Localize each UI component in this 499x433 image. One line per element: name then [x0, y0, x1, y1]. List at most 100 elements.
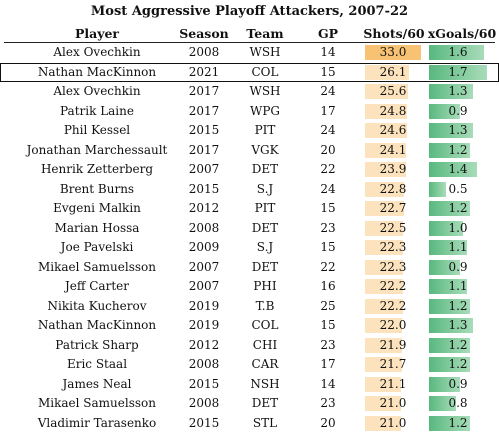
season-cell: 2019	[174, 297, 234, 317]
player-cell: James Neal	[4, 375, 190, 395]
shots60-value: 21.9	[365, 336, 421, 356]
season-cell: 2017	[174, 102, 234, 122]
gp-cell: 23	[300, 219, 356, 239]
chart-title: Most Aggressive Playoff Attackers, 2007-…	[0, 4, 499, 19]
xgoals60-value: 0.9	[429, 102, 487, 122]
gp-cell: 15	[300, 63, 356, 83]
player-cell: Joe Pavelski	[4, 238, 190, 258]
header-player: Player	[4, 26, 190, 41]
team-cell: DET	[234, 219, 296, 239]
shots60-value: 22.3	[365, 258, 421, 278]
team-cell: CAR	[234, 355, 296, 375]
gp-cell: 17	[300, 355, 356, 375]
shots60-value: 33.0	[365, 43, 421, 63]
player-cell: Patrik Laine	[4, 102, 190, 122]
gp-cell: 20	[300, 414, 356, 433]
season-cell: 2015	[174, 121, 234, 141]
gp-cell: 20	[300, 141, 356, 161]
shots60-value: 21.7	[365, 355, 421, 375]
gp-cell: 22	[300, 160, 356, 180]
xgoals60-value: 1.3	[429, 82, 487, 102]
player-cell: Marian Hossa	[4, 219, 190, 239]
player-cell: Phil Kessel	[4, 121, 190, 141]
shots60-value: 23.9	[365, 160, 421, 180]
player-cell: Alex Ovechkin	[4, 82, 190, 102]
season-cell: 2008	[174, 43, 234, 63]
team-cell: DET	[234, 160, 296, 180]
player-cell: Brent Burns	[4, 180, 190, 200]
player-cell: Mikael Samuelsson	[4, 258, 190, 278]
shots60-value: 25.6	[365, 82, 421, 102]
xgoals60-value: 1.3	[429, 121, 487, 141]
xgoals60-value: 1.2	[429, 141, 487, 161]
team-cell: STL	[234, 414, 296, 433]
player-cell: Nathan MacKinnon	[4, 63, 190, 83]
xgoals60-value: 1.2	[429, 414, 487, 433]
team-cell: T.B	[234, 297, 296, 317]
chart-table: Most Aggressive Playoff Attackers, 2007-…	[0, 0, 499, 404]
team-cell: S.J	[234, 180, 296, 200]
team-cell: NSH	[234, 375, 296, 395]
team-cell: WPG	[234, 102, 296, 122]
xgoals60-value: 1.3	[429, 316, 487, 336]
xgoals60-value: 1.1	[429, 277, 487, 297]
gp-cell: 17	[300, 102, 356, 122]
shots60-value: 21.0	[365, 414, 421, 433]
season-cell: 2008	[174, 219, 234, 239]
xgoals60-value: 1.2	[429, 336, 487, 356]
player-cell: Nathan MacKinnon	[4, 316, 190, 336]
header-season: Season	[174, 26, 234, 41]
shots60-value: 22.5	[365, 219, 421, 239]
shots60-value: 22.2	[365, 297, 421, 317]
gp-cell: 15	[300, 316, 356, 336]
header-shots60: Shots/60	[362, 26, 426, 41]
gp-cell: 14	[300, 375, 356, 395]
shots60-value: 22.7	[365, 199, 421, 219]
gp-cell: 15	[300, 199, 356, 219]
gp-cell: 16	[300, 277, 356, 297]
header-gp: GP	[300, 26, 356, 41]
team-cell: PHI	[234, 277, 296, 297]
xgoals60-value: 0.9	[429, 258, 487, 278]
xgoals60-value: 1.7	[429, 63, 487, 83]
shots60-value: 22.2	[365, 277, 421, 297]
header-xgoals60: xGoals/60	[426, 26, 498, 41]
season-cell: 2007	[174, 160, 234, 180]
player-cell: Evgeni Malkin	[4, 199, 190, 219]
season-cell: 2012	[174, 336, 234, 356]
team-cell: WSH	[234, 82, 296, 102]
season-cell: 2019	[174, 316, 234, 336]
shots60-value: 22.3	[365, 238, 421, 258]
shots60-value: 24.6	[365, 121, 421, 141]
player-cell: Nikita Kucherov	[4, 297, 190, 317]
team-cell: VGK	[234, 141, 296, 161]
season-cell: 2015	[174, 180, 234, 200]
shots60-value: 24.1	[365, 141, 421, 161]
gp-cell: 22	[300, 258, 356, 278]
gp-cell: 15	[300, 238, 356, 258]
season-cell: 2009	[174, 238, 234, 258]
header-team: Team	[234, 26, 296, 41]
player-cell: Jonathan Marchessault	[4, 141, 190, 161]
season-cell: 2008	[174, 355, 234, 375]
player-cell: Eric Staal	[4, 355, 190, 375]
xgoals60-value: 1.2	[429, 297, 487, 317]
season-cell: 2015	[174, 414, 234, 433]
xgoals60-value: 0.9	[429, 375, 487, 395]
